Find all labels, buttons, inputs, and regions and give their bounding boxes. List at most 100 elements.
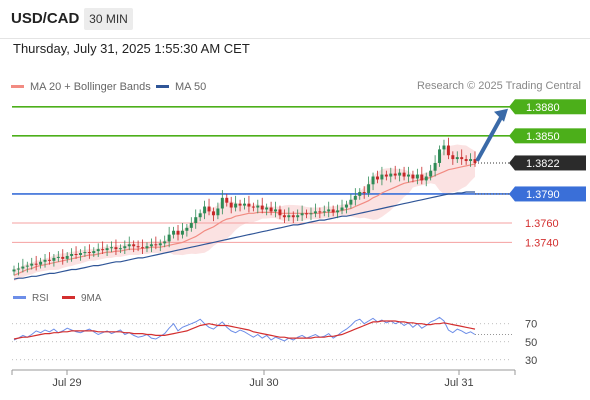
rsi-9ma-line: [13, 320, 476, 340]
level-label-1.3880: 1.3880: [526, 102, 560, 114]
projection-arrow-shaft: [475, 114, 504, 162]
level-label-1.3850: 1.3850: [526, 131, 560, 143]
candle-body: [47, 259, 51, 261]
candle-body: [327, 209, 331, 212]
candle-body: [318, 211, 322, 213]
candle-body: [446, 145, 450, 156]
ma20-swatch: [11, 84, 24, 88]
copyright-text: Research © 2025 Trading Central: [416, 80, 581, 92]
candle-body: [420, 174, 424, 181]
candle-body: [52, 257, 56, 261]
candle-body: [265, 207, 269, 210]
candle-body: [429, 170, 433, 177]
candle-body: [380, 174, 384, 180]
candle-body: [340, 207, 344, 211]
candle-body: [460, 157, 464, 160]
candle-body: [433, 162, 437, 171]
candle-body: [464, 159, 468, 162]
candle-body: [358, 192, 362, 196]
candle-body: [398, 172, 402, 176]
candle-body: [438, 149, 442, 163]
candle-body: [132, 244, 136, 247]
candle-body: [56, 256, 60, 258]
candle-body: [455, 157, 459, 160]
candle-body: [260, 205, 264, 210]
candle-body: [149, 244, 153, 247]
candle-body: [247, 203, 251, 207]
candle-body: [16, 268, 20, 270]
rsi-tick-30: 30: [525, 355, 537, 367]
ma20-line: [13, 163, 476, 276]
candle-body: [389, 173, 393, 177]
candle-body: [282, 215, 286, 218]
candle-body: [194, 217, 198, 224]
candle-body: [344, 204, 348, 208]
candle-body: [291, 215, 295, 218]
candle-body: [371, 176, 375, 185]
candle-body: [83, 252, 87, 254]
candle-body: [123, 246, 127, 249]
candle-body: [87, 252, 91, 254]
level-tag-1.3850: [515, 128, 586, 144]
level-label-1.3740: 1.3740: [525, 237, 559, 249]
candle-body: [96, 249, 100, 252]
candle-body: [158, 243, 162, 246]
candle-body: [176, 230, 180, 235]
candle-body: [251, 206, 255, 208]
candle-body: [331, 209, 335, 213]
candle-body: [243, 203, 246, 206]
candle-body: [256, 205, 260, 208]
date-line: Thursday, July 31, 2025 1:55:30 AM CET: [13, 41, 250, 56]
candle-body: [322, 211, 326, 213]
current-price-label: 1.3822: [526, 158, 560, 170]
rsi-tick-50: 50: [525, 337, 537, 349]
candle-body: [393, 173, 397, 176]
candle-body: [61, 256, 65, 259]
legend-ma50-label: MA 50: [175, 81, 207, 93]
candle-body: [411, 174, 415, 179]
candle-body: [216, 208, 220, 216]
candle-body: [43, 259, 47, 262]
candle-body: [198, 213, 202, 218]
candle-body: [367, 184, 371, 193]
legend-rsi: RSI: [13, 293, 49, 304]
ma50-line: [13, 191, 475, 280]
candle-body: [39, 261, 43, 265]
candle-body: [274, 209, 278, 212]
level-tag-1.3880: [515, 99, 586, 115]
timeframe-badge[interactable]: 30 MIN: [84, 8, 133, 30]
candle-body: [349, 199, 353, 205]
candle-body: [141, 247, 145, 249]
candle-body: [110, 247, 114, 249]
level-tag-pointer: [509, 186, 515, 202]
candle-body: [305, 213, 309, 215]
candle-body: [211, 211, 215, 216]
candle-body: [220, 197, 224, 209]
candle-body: [65, 255, 69, 259]
candle-body: [225, 197, 229, 203]
candle-body: [12, 269, 16, 272]
candle-body: [309, 213, 313, 215]
candle-body: [118, 248, 122, 250]
candle-body: [105, 248, 109, 251]
candle-body: [180, 230, 184, 235]
candle-body: [375, 176, 379, 180]
candle-body: [34, 263, 38, 265]
candle-body: [127, 244, 131, 247]
candle-body: [469, 159, 473, 162]
candle-body: [353, 195, 357, 200]
symbol-title: USD/CAD: [11, 10, 80, 27]
ma50-swatch: [156, 84, 169, 88]
bollinger-band-area: [14, 144, 475, 282]
current-price-pointer: [509, 155, 515, 171]
level-label-1.3760: 1.3760: [525, 218, 559, 230]
candle-body: [185, 227, 189, 231]
level-tag-1.3790: [515, 186, 586, 202]
candle-body: [203, 206, 207, 214]
projection-arrow-head: [494, 108, 508, 122]
candle-body: [145, 246, 149, 249]
candle-body: [25, 265, 29, 267]
candle-body: [189, 223, 193, 228]
legend-9ma-label: 9MA: [81, 293, 102, 304]
